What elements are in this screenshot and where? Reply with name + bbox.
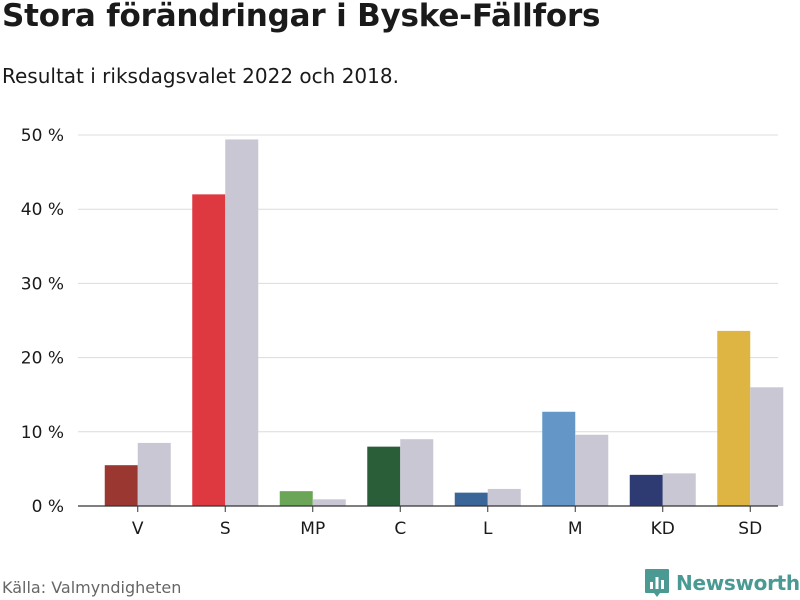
bar-2018-m xyxy=(575,434,609,506)
bars xyxy=(104,139,784,507)
bar-2022-l xyxy=(454,492,488,506)
bar-2022-v xyxy=(104,465,138,506)
brand-logo: Newsworthy xyxy=(644,568,800,598)
bar-2018-sd xyxy=(750,387,784,506)
bar-2022-c xyxy=(367,446,401,506)
bar-2018-l xyxy=(487,488,521,506)
y-tick-label: 40 % xyxy=(21,200,64,220)
chart-subtitle: Resultat i riksdagsvalet 2022 och 2018. xyxy=(2,64,399,88)
x-tick-label-kd: KD xyxy=(651,519,675,539)
y-tick-label: 50 % xyxy=(21,126,64,146)
x-tick-label-m: M xyxy=(568,519,583,539)
bar-2022-sd xyxy=(717,330,751,506)
axes: 0 % 10 % 20 % 30 % 40 % 50 % V S MP C L M KD SD xyxy=(21,126,778,539)
bar-2018-s xyxy=(225,139,259,506)
bar-2018-mp xyxy=(312,499,346,506)
y-tick-label: 20 % xyxy=(21,349,64,369)
bar-2018-c xyxy=(400,439,434,506)
x-tick-label-mp: MP xyxy=(300,519,325,539)
source-note: Källa: Valmyndigheten xyxy=(2,578,182,597)
x-tick-label-v: V xyxy=(132,519,144,539)
x-tick-label-l: L xyxy=(483,519,493,539)
x-tick-label-sd: SD xyxy=(738,519,762,539)
bar-2022-mp xyxy=(279,491,313,506)
x-tick-label-c: C xyxy=(394,519,406,539)
bar-2018-kd xyxy=(662,473,696,506)
bar-2022-s xyxy=(192,194,226,507)
chart-title: Stora förändringar i Byske-Fällfors xyxy=(2,0,601,34)
grid-lines xyxy=(78,134,778,433)
bar-2022-m xyxy=(542,411,576,506)
bar-2018-v xyxy=(137,442,171,506)
y-tick-label: 10 % xyxy=(21,423,64,443)
bar-chart: 0 % 10 % 20 % 30 % 40 % 50 % V S MP C L M KD SD xyxy=(21,126,784,539)
bar-2022-kd xyxy=(629,474,663,506)
bar-chart-speech-bubble-icon xyxy=(645,569,669,597)
x-tick-label-s: S xyxy=(220,519,231,539)
brand-name: Newsworthy xyxy=(676,571,800,595)
y-tick-label: 30 % xyxy=(21,274,64,294)
y-tick-label: 0 % xyxy=(32,497,64,517)
